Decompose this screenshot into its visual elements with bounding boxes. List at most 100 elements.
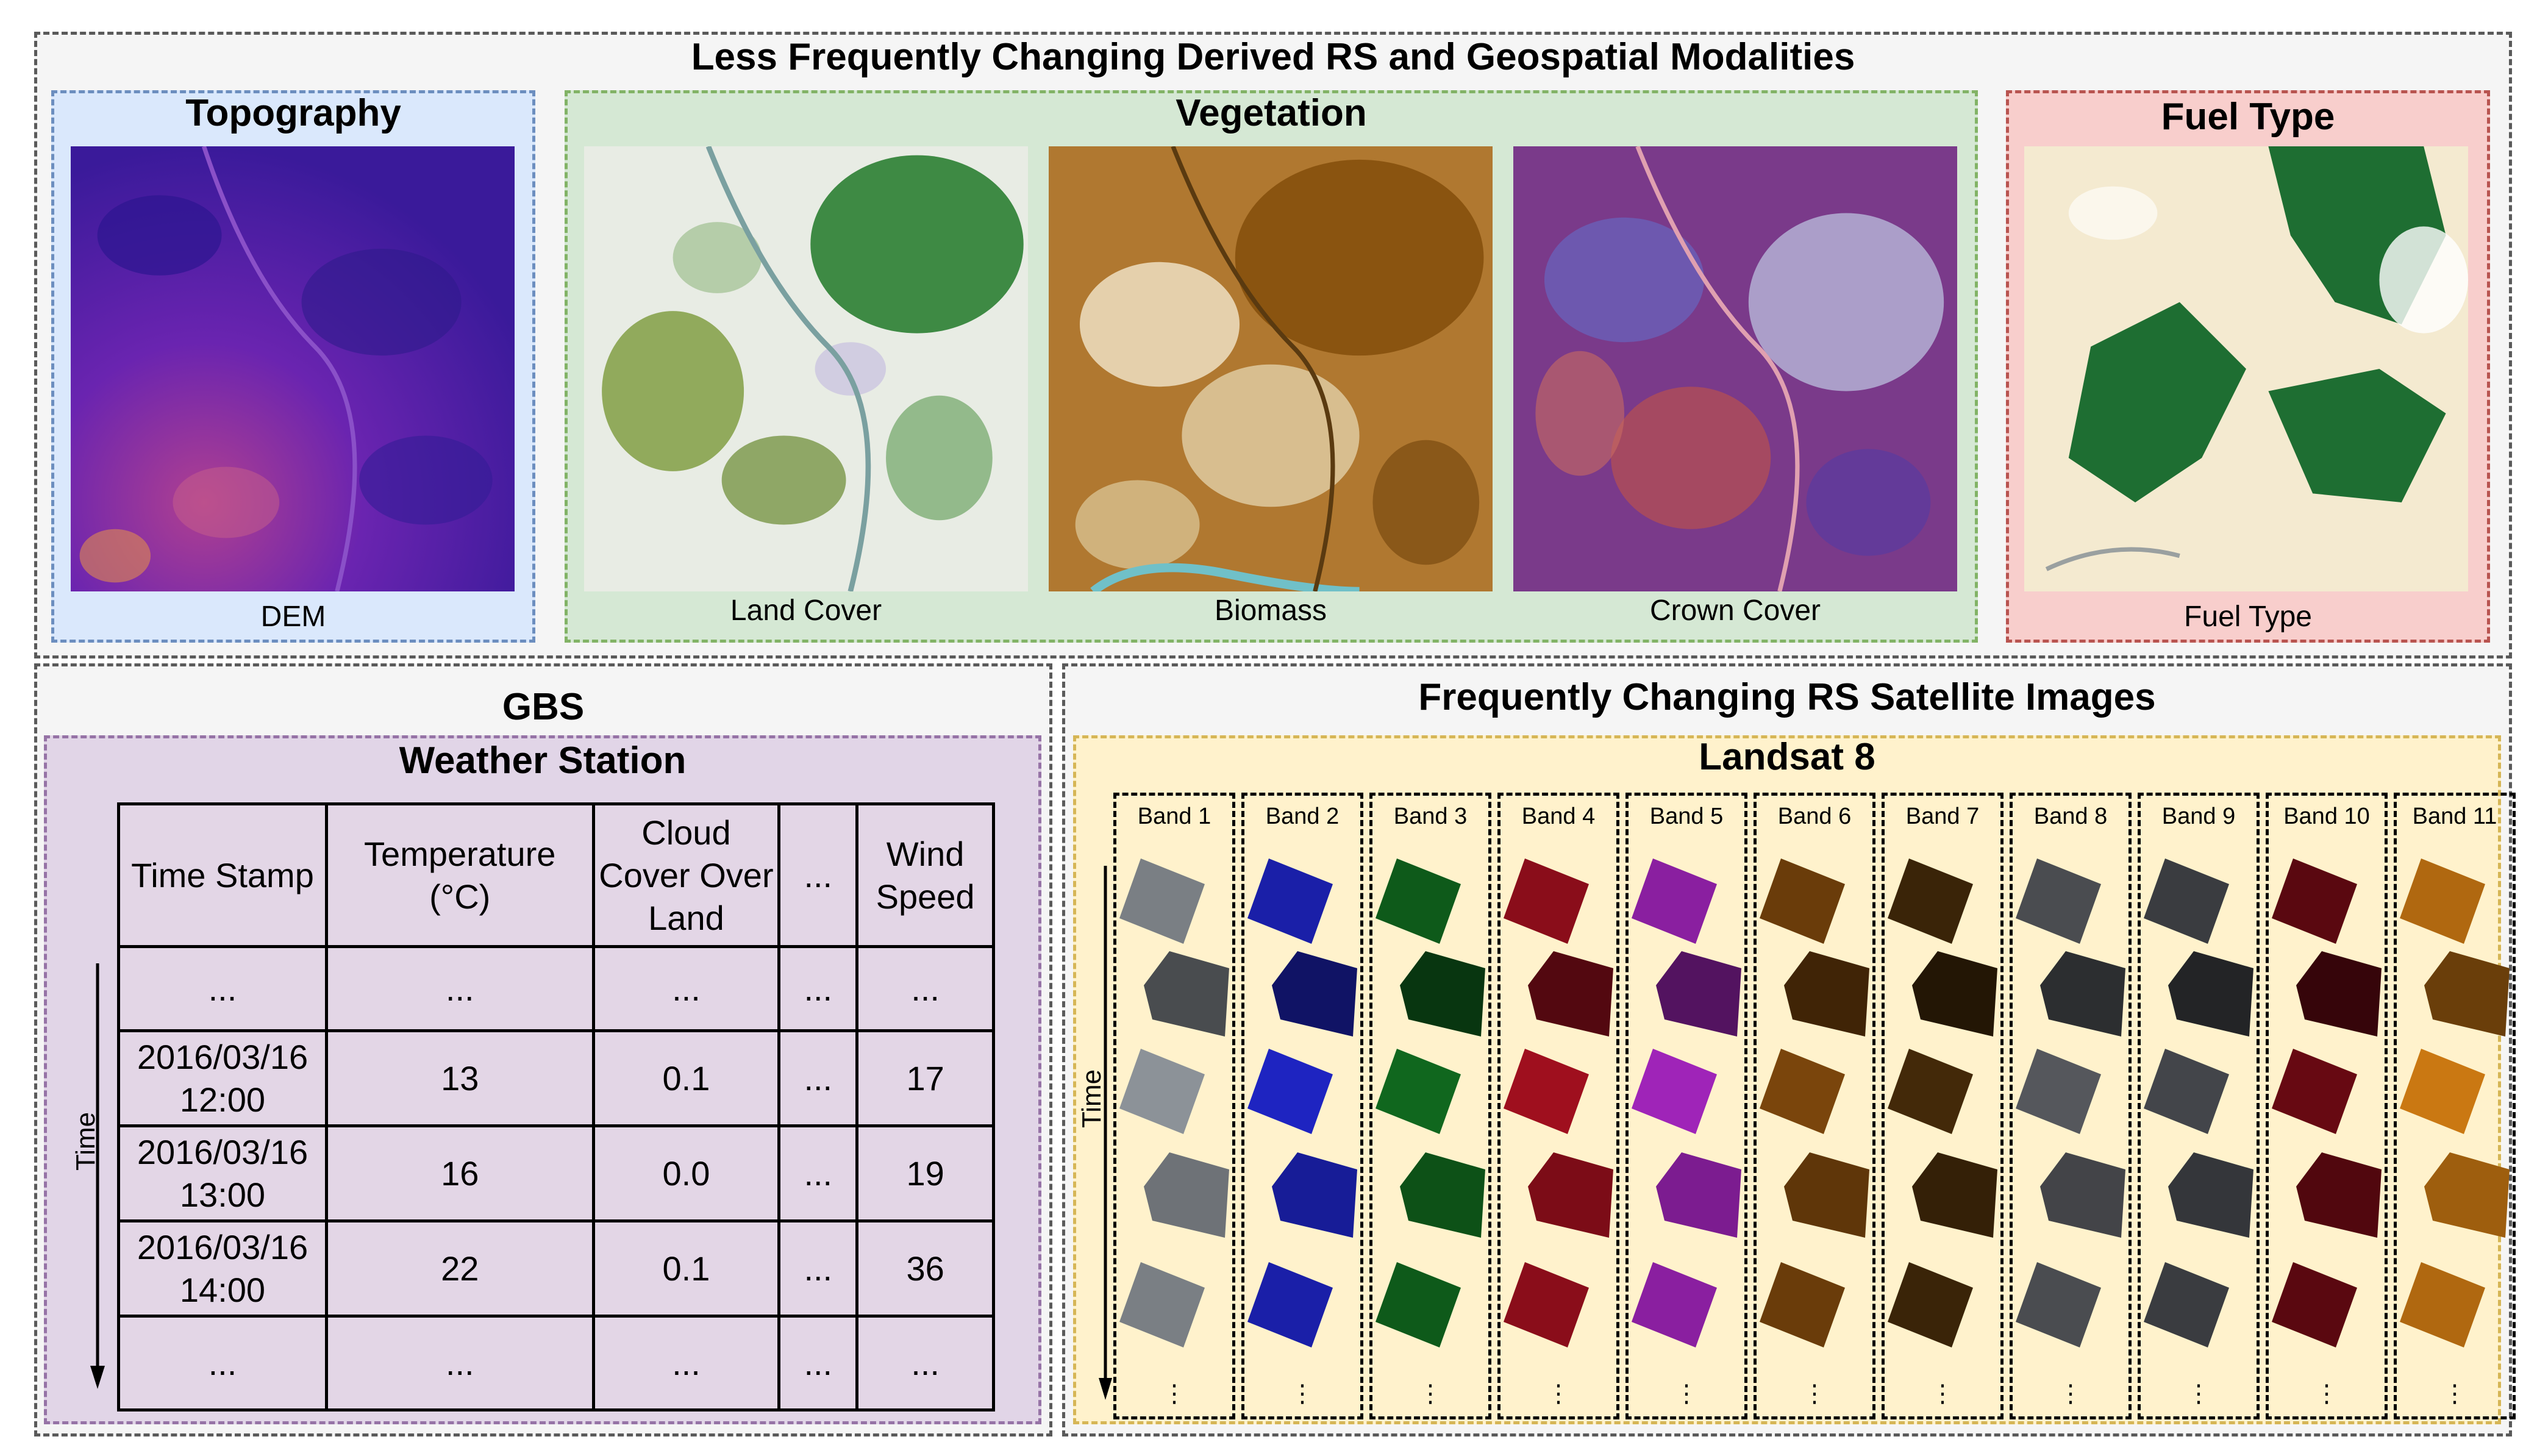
satellite-tile xyxy=(2040,1152,2125,1238)
continuation-dots: ⋮ xyxy=(1930,1380,1955,1407)
band-label: Band 6 xyxy=(1777,804,1852,829)
fuel-type-caption: Fuel Type xyxy=(2184,601,2312,633)
satellite-tile xyxy=(1247,1262,1333,1347)
band-column xyxy=(2010,793,2132,1419)
table-cell: ... xyxy=(855,1315,995,1411)
satellite-tile xyxy=(1656,951,1741,1037)
continuation-dots: ⋮ xyxy=(1418,1380,1443,1407)
continuation-dots: ⋮ xyxy=(1674,1380,1699,1407)
weather-station-title: Weather Station xyxy=(399,740,687,782)
satellite-tile xyxy=(1376,1049,1461,1134)
satellite-tile xyxy=(2424,1152,2510,1238)
weather-table: Time Stamp Temperature (°C) Cloud Cover … xyxy=(117,802,995,1411)
continuation-dots: ⋮ xyxy=(2186,1380,2211,1407)
table-cell: ... xyxy=(855,945,995,1032)
continuation-dots: ⋮ xyxy=(2314,1380,2339,1407)
satellite-tile xyxy=(1528,951,1613,1037)
satellite-tile xyxy=(1912,951,1997,1037)
satellite-tile xyxy=(1376,1262,1461,1347)
table-cell: ... xyxy=(777,1124,859,1222)
satellite-tile xyxy=(2400,1049,2485,1134)
band-column xyxy=(1754,793,1875,1419)
table-cell: ... xyxy=(324,945,595,1032)
table-row: ... ... ... ... ... xyxy=(117,945,995,1032)
continuation-dots: ⋮ xyxy=(1802,1380,1827,1407)
satellite-tile xyxy=(2424,951,2510,1037)
landsat-title: Landsat 8 xyxy=(1699,736,1875,778)
continuation-dots: ⋮ xyxy=(2442,1380,2467,1407)
table-row: 2016/03/16 13:00 16 0.0 ... 19 xyxy=(117,1124,995,1222)
dem-image xyxy=(71,146,515,591)
table-cell: ... xyxy=(777,1219,859,1318)
table-row: 2016/03/16 14:00 22 0.1 ... 36 xyxy=(117,1219,995,1318)
top-section-title: Less Frequently Changing Derived RS and … xyxy=(691,36,1855,78)
table-cell: 2016/03/16 13:00 xyxy=(117,1124,328,1222)
band-label: Band 5 xyxy=(1649,804,1724,829)
satellite-tile xyxy=(2016,1049,2101,1134)
satellite-tile xyxy=(1247,1049,1333,1134)
band-label: Band 8 xyxy=(2033,804,2108,829)
satellite-tile xyxy=(1888,1262,1973,1347)
continuation-dots: ⋮ xyxy=(1162,1380,1186,1407)
header-time-stamp: Time Stamp xyxy=(117,802,328,948)
satellite-tile xyxy=(2272,1262,2357,1347)
gbs-time-arrow xyxy=(90,963,105,1389)
satellite-tile xyxy=(1656,1152,1741,1238)
satellite-tile xyxy=(1119,1262,1205,1347)
satellite-tile xyxy=(1400,1152,1485,1238)
satellite-tile xyxy=(1400,951,1485,1037)
dem-caption: DEM xyxy=(260,601,326,633)
table-cell: ... xyxy=(117,1315,328,1411)
satellite-tile xyxy=(1760,1262,1845,1347)
band-column xyxy=(1625,793,1747,1419)
table-cell: ... xyxy=(117,945,328,1032)
table-cell: ... xyxy=(324,1315,595,1411)
satellite-tile xyxy=(1376,858,1461,944)
land-cover-image xyxy=(584,146,1028,591)
satellite-tile xyxy=(2040,951,2125,1037)
satellite-tile xyxy=(2296,1152,2382,1238)
band-column xyxy=(2266,793,2388,1419)
continuation-dots: ⋮ xyxy=(1546,1380,1571,1407)
band-column xyxy=(1369,793,1491,1419)
continuation-dots: ⋮ xyxy=(1290,1380,1315,1407)
satellite-title: Frequently Changing RS Satellite Images xyxy=(1418,676,2156,718)
satellite-tile xyxy=(1888,1049,1973,1134)
satellite-tile xyxy=(2272,858,2357,944)
band-label: Band 11 xyxy=(2412,804,2497,829)
crown-cover-caption: Crown Cover xyxy=(1649,594,1821,627)
header-wind-speed: Wind Speed xyxy=(855,802,995,948)
satellite-tile xyxy=(1784,1152,1869,1238)
satellite-tile xyxy=(2144,1262,2229,1347)
table-cell: ... xyxy=(591,945,781,1032)
satellite-tile xyxy=(1504,858,1589,944)
satellite-tile xyxy=(2272,1049,2357,1134)
table-cell: 17 xyxy=(855,1029,995,1127)
header-temperature: Temperature (°C) xyxy=(324,802,595,948)
satellite-tile xyxy=(2144,858,2229,944)
satellite-tile xyxy=(1144,1152,1229,1238)
satellite-tile xyxy=(2400,858,2485,944)
satellite-tile xyxy=(1760,1049,1845,1134)
satellite-tile xyxy=(1888,858,1973,944)
land-cover-caption: Land Cover xyxy=(730,594,882,627)
satellite-tile xyxy=(2144,1049,2229,1134)
band-column xyxy=(2138,793,2260,1419)
table-cell: ... xyxy=(777,1029,859,1127)
satellite-tile xyxy=(1144,951,1229,1037)
band-column xyxy=(2394,793,2516,1419)
table-cell: 13 xyxy=(324,1029,595,1127)
vegetation-title: Vegetation xyxy=(1176,92,1367,134)
table-cell: 0.0 xyxy=(591,1124,781,1222)
header-cloud-cover: Cloud Cover Over Land xyxy=(591,802,781,948)
satellite-time-arrow xyxy=(1099,866,1112,1400)
satellite-tile xyxy=(1272,951,1357,1037)
band-column xyxy=(1113,793,1235,1419)
biomass-caption: Biomass xyxy=(1214,594,1327,627)
table-cell: ... xyxy=(777,945,859,1032)
table-row: 2016/03/16 12:00 13 0.1 ... 17 xyxy=(117,1029,995,1127)
band-column xyxy=(1497,793,1619,1419)
satellite-tile xyxy=(2168,951,2253,1037)
crown-cover-image xyxy=(1513,146,1957,591)
satellite-tile xyxy=(1632,1262,1717,1347)
